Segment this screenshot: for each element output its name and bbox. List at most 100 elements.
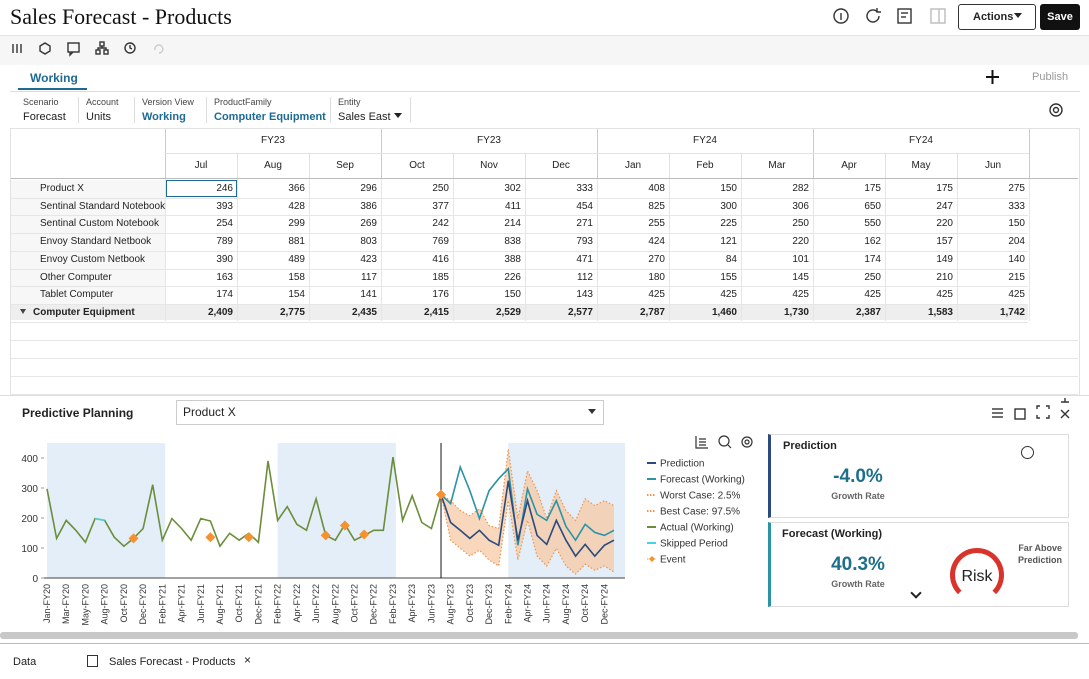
cell[interactable]: 215 — [1008, 271, 1025, 283]
publish-button[interactable]: Publish — [1032, 71, 1069, 83]
tool-icon[interactable] — [154, 44, 164, 54]
cell[interactable]: 2,787 — [639, 306, 665, 318]
cell[interactable]: 1,742 — [999, 306, 1025, 318]
cell[interactable]: 454 — [576, 200, 593, 212]
cell[interactable]: 204 — [1008, 236, 1025, 248]
cell[interactable]: 2,415 — [423, 306, 449, 318]
cell[interactable]: 155 — [720, 271, 737, 283]
cell[interactable]: 112 — [577, 271, 593, 283]
cell[interactable]: 220 — [792, 236, 809, 248]
tool-icon[interactable] — [95, 41, 109, 55]
cell[interactable]: 425 — [720, 289, 737, 301]
cell[interactable]: 411 — [505, 200, 521, 212]
cell[interactable]: 393 — [216, 200, 233, 212]
cell[interactable]: 254 — [216, 218, 233, 230]
cell[interactable]: 269 — [360, 218, 377, 230]
cell[interactable]: 1,583 — [927, 306, 953, 318]
cell[interactable]: 84 — [725, 253, 737, 265]
cell[interactable]: 489 — [288, 253, 305, 265]
cell[interactable]: 101 — [792, 253, 809, 265]
cell[interactable]: 246 — [216, 183, 233, 194]
cell[interactable]: 247 — [936, 200, 953, 212]
cell[interactable]: 2,577 — [567, 306, 593, 318]
cell[interactable]: 242 — [432, 218, 449, 230]
member-select[interactable]: Product X — [176, 400, 604, 425]
cell[interactable]: 210 — [936, 271, 953, 283]
cell[interactable]: 175 — [864, 183, 881, 194]
cell[interactable]: 145 — [792, 271, 809, 283]
info-icon[interactable] — [1021, 446, 1034, 459]
cell[interactable]: 157 — [936, 236, 953, 248]
pov-dropdown[interactable] — [394, 113, 402, 118]
cell[interactable]: 255 — [648, 218, 665, 230]
cell[interactable]: 226 — [504, 271, 521, 283]
cell[interactable]: 185 — [432, 271, 449, 283]
cell[interactable]: 140 — [1008, 253, 1025, 265]
pov-value[interactable]: Sales East — [338, 111, 391, 123]
cell[interactable]: 366 — [288, 183, 305, 194]
cell[interactable]: 250 — [864, 271, 881, 283]
cell[interactable]: 300 — [720, 200, 737, 212]
cell[interactable]: 390 — [216, 253, 233, 265]
cell[interactable]: 425 — [936, 289, 953, 301]
cell[interactable]: 2,529 — [495, 306, 521, 318]
cell[interactable]: 789 — [216, 236, 233, 248]
tool-icon[interactable] — [124, 42, 136, 54]
refresh-icon[interactable] — [866, 8, 881, 23]
cell[interactable]: 333 — [576, 183, 593, 194]
cell[interactable]: 117 — [361, 271, 377, 283]
pov-value[interactable]: Forecast — [23, 111, 66, 123]
tool-icon[interactable] — [12, 44, 22, 53]
cell[interactable]: 175 — [936, 183, 953, 194]
panel-icons[interactable] — [992, 398, 1070, 420]
side-panel-icon[interactable] — [930, 8, 946, 24]
cell[interactable]: 881 — [288, 236, 305, 248]
scrollbar[interactable] — [0, 632, 1078, 639]
cell[interactable]: 250 — [432, 183, 449, 194]
save-button[interactable]: Save — [1040, 4, 1080, 30]
cell[interactable]: 180 — [648, 271, 665, 283]
cell[interactable]: 150 — [1008, 218, 1025, 230]
cell[interactable]: 162 — [864, 236, 881, 248]
cell[interactable]: 121 — [720, 236, 737, 248]
tool-icon[interactable] — [39, 42, 51, 55]
cell[interactable]: 825 — [648, 200, 665, 212]
cell[interactable]: 550 — [864, 218, 881, 230]
footer-tab[interactable]: Sales Forecast - Products — [109, 656, 236, 668]
cell[interactable]: 220 — [936, 218, 953, 230]
cell[interactable]: 769 — [432, 236, 449, 248]
cell[interactable]: 225 — [720, 218, 737, 230]
close-icon[interactable]: × — [244, 653, 252, 667]
cell[interactable]: 282 — [792, 183, 809, 194]
cell[interactable]: 150 — [720, 183, 737, 194]
tool-icon[interactable] — [67, 42, 80, 57]
member-dropdown[interactable] — [588, 409, 596, 414]
pov-value[interactable]: Working — [142, 111, 186, 123]
cell[interactable]: 793 — [576, 236, 593, 248]
cell[interactable]: 176 — [432, 289, 449, 301]
cell[interactable]: 158 — [288, 271, 305, 283]
cell[interactable]: 333 — [1008, 200, 1025, 212]
cell[interactable]: 302 — [504, 183, 521, 194]
tab[interactable]: Working — [30, 71, 78, 85]
cell[interactable]: 428 — [288, 200, 305, 212]
cell[interactable]: 270 — [648, 253, 665, 265]
pov-value[interactable]: Computer Equipment — [214, 111, 326, 123]
cell[interactable]: 1,730 — [783, 306, 809, 318]
cell[interactable]: 388 — [504, 253, 521, 265]
cell[interactable]: 425 — [1008, 289, 1025, 301]
cell[interactable]: 2,387 — [855, 306, 881, 318]
chart-tools[interactable] — [690, 432, 760, 452]
cell[interactable]: 425 — [792, 289, 809, 301]
cell[interactable]: 1,460 — [711, 306, 737, 318]
tree-toggle[interactable] — [20, 309, 26, 314]
cell[interactable]: 299 — [288, 218, 305, 230]
cell[interactable]: 271 — [576, 218, 593, 230]
cell[interactable]: 141 — [360, 289, 377, 301]
cell[interactable]: 150 — [504, 289, 521, 301]
cell[interactable]: 149 — [936, 253, 953, 265]
cell[interactable]: 803 — [360, 236, 377, 248]
cell[interactable]: 214 — [504, 218, 521, 230]
add-icon[interactable] — [986, 70, 999, 84]
cell[interactable]: 425 — [648, 289, 665, 301]
